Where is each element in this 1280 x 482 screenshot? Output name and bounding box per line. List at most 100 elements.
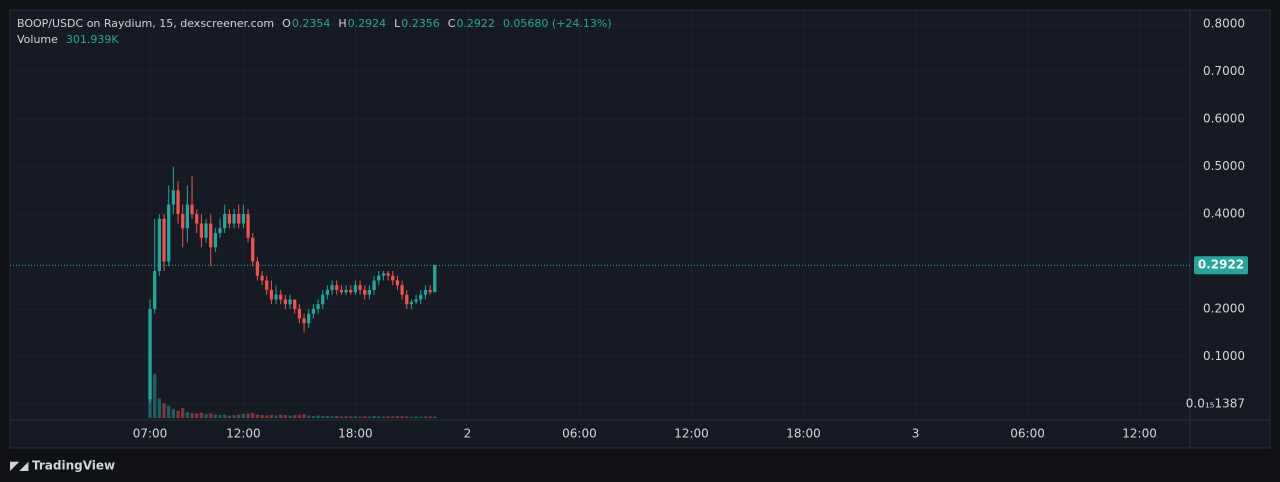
y-tick-label: 0.1000 bbox=[1203, 349, 1245, 363]
candle-body bbox=[265, 280, 269, 290]
volume-bar bbox=[330, 416, 334, 418]
volume-bar bbox=[204, 414, 208, 418]
chart-frame bbox=[9, 9, 1271, 449]
volume-bar bbox=[260, 415, 264, 418]
volume-bar bbox=[288, 415, 292, 418]
legend-row: Volume 301.939K bbox=[17, 32, 613, 48]
volume-bar bbox=[335, 416, 339, 418]
candle-body bbox=[209, 223, 213, 248]
candle-body bbox=[190, 204, 194, 215]
candle-body bbox=[344, 289, 348, 293]
y-tick-label: 0.7000 bbox=[1203, 64, 1245, 78]
volume-bar bbox=[391, 416, 395, 418]
volume-bar bbox=[227, 415, 232, 418]
x-tick-label: 18:00 bbox=[786, 427, 821, 441]
candle-body bbox=[372, 280, 376, 290]
candle-body bbox=[386, 273, 390, 276]
candle-body bbox=[363, 289, 367, 295]
volume-bar bbox=[190, 413, 194, 418]
volume-bar bbox=[302, 414, 306, 418]
low-value: 0.2356 bbox=[401, 17, 440, 30]
volume-bar bbox=[223, 414, 227, 418]
symbol: BOOP/USDC on Raydium, 15, dexscreener.co… bbox=[17, 17, 275, 30]
candle-body bbox=[167, 204, 171, 262]
candle-body bbox=[246, 214, 250, 238]
open-value: 0.2354 bbox=[291, 17, 331, 30]
volume-bar bbox=[307, 415, 311, 418]
candle-body bbox=[185, 204, 190, 229]
volume-bar bbox=[246, 413, 250, 418]
volume-bar bbox=[386, 416, 390, 418]
volume-bar bbox=[265, 415, 269, 418]
brand[interactable]: TradingView bbox=[32, 459, 115, 473]
candle-body bbox=[223, 214, 227, 229]
candle-body bbox=[171, 190, 176, 205]
y-tick-label: 0.8000 bbox=[1203, 17, 1245, 31]
candle-body bbox=[293, 299, 297, 309]
x-tick-label: 06:00 bbox=[562, 427, 597, 441]
volume-bar bbox=[395, 416, 400, 418]
candle-body bbox=[353, 285, 358, 293]
candle-body bbox=[325, 289, 330, 295]
candle-body bbox=[204, 223, 208, 238]
volume-bar bbox=[279, 414, 283, 418]
volume-bar bbox=[433, 416, 437, 418]
volume-bar bbox=[269, 415, 274, 418]
candle-body bbox=[414, 299, 418, 302]
volume-bar bbox=[297, 414, 302, 418]
candle-body bbox=[395, 280, 400, 286]
candle-body bbox=[283, 299, 288, 305]
candle-body bbox=[321, 294, 325, 305]
volume-bar bbox=[195, 413, 199, 418]
volume-bar bbox=[176, 410, 180, 418]
volume-bar bbox=[316, 415, 320, 418]
volume-bar bbox=[339, 416, 344, 418]
candle-body bbox=[335, 285, 339, 290]
close-value: 0.2922 bbox=[456, 17, 495, 30]
candle-body bbox=[181, 214, 185, 229]
volume-bar bbox=[321, 416, 325, 418]
x-tick-label: 12:00 bbox=[226, 427, 261, 441]
candle-body bbox=[316, 304, 320, 309]
last-price-label: 0.2922 bbox=[1198, 258, 1244, 272]
candle-body bbox=[349, 289, 353, 293]
candle-body bbox=[162, 218, 166, 262]
volume-bar bbox=[414, 416, 418, 418]
volume-bar bbox=[218, 415, 222, 418]
candle-body bbox=[423, 289, 428, 295]
x-tick-label: 3 bbox=[912, 427, 920, 441]
volume-bar bbox=[251, 413, 255, 418]
volume-bar bbox=[153, 373, 157, 418]
brand-logo[interactable]: ◤◢ bbox=[10, 459, 29, 473]
x-tick-label: 06:00 bbox=[1010, 427, 1045, 441]
volume-bar bbox=[293, 415, 297, 418]
volume-bar bbox=[241, 414, 246, 418]
candle-body bbox=[255, 261, 260, 276]
volume-bar bbox=[405, 416, 409, 418]
volume-bar bbox=[185, 412, 190, 418]
volume-bar bbox=[255, 414, 260, 418]
x-tick-label: 12:00 bbox=[1122, 427, 1157, 441]
candle-body bbox=[232, 214, 236, 224]
legend: BOOP/USDC on Raydium, 15, dexscreener.co… bbox=[17, 16, 613, 48]
y-tick-label: 0.0₁₅1387 bbox=[1186, 396, 1245, 410]
candle-body bbox=[227, 214, 232, 224]
candle-body bbox=[199, 223, 204, 238]
candle-body bbox=[358, 285, 362, 290]
candle-body bbox=[311, 308, 316, 314]
y-tick-label: 0.5000 bbox=[1203, 159, 1245, 173]
candle-body bbox=[251, 237, 255, 262]
volume-bar bbox=[209, 413, 213, 418]
candle-body bbox=[153, 270, 157, 309]
candle-body bbox=[377, 275, 381, 281]
volume-bar bbox=[344, 416, 348, 418]
volume-bar bbox=[325, 416, 330, 418]
volume-bar bbox=[353, 416, 358, 418]
volume-bar bbox=[372, 416, 376, 418]
volume-bar bbox=[232, 415, 236, 418]
high-value: 0.2924 bbox=[347, 17, 387, 30]
volume-bar bbox=[274, 415, 278, 418]
volume-bar bbox=[162, 403, 166, 418]
